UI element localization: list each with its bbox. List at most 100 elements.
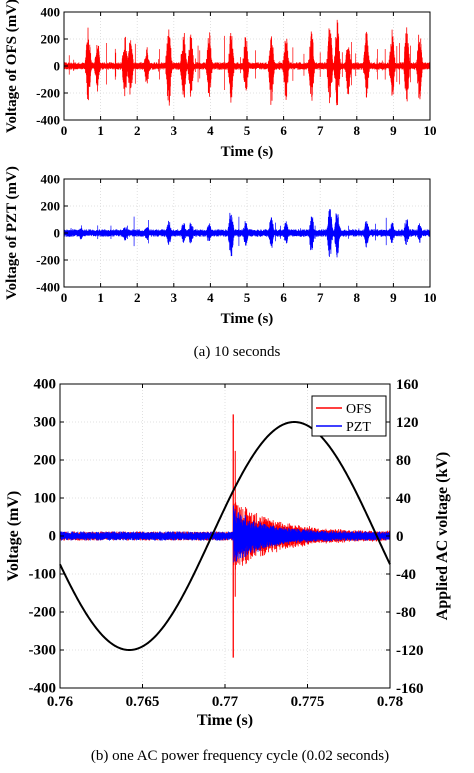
pzt-trace-burst: [242, 221, 252, 246]
x-tick-label: 0.78: [377, 694, 403, 710]
y-tick-label: 0: [49, 529, 57, 545]
y-tick-label: 400: [41, 172, 61, 187]
pzt-trace-burst: [388, 222, 398, 244]
y-tick-label: -400: [36, 113, 60, 128]
x-tick-label: 5: [244, 123, 251, 138]
ofs-trace-burst: [205, 32, 215, 97]
y-axis-label: Voltage of OFS (mV): [4, 0, 20, 133]
ofs-trace-burst: [165, 29, 175, 106]
ofs-trace-burst: [267, 36, 278, 105]
y-tick-label: 200: [41, 32, 61, 47]
x-tick-label: 6: [280, 123, 287, 138]
y-tick-label: 300: [34, 415, 57, 431]
pzt-trace-burst: [205, 223, 215, 242]
y-tick-label: -200: [36, 86, 60, 101]
y2-tick-label: -40: [396, 567, 416, 583]
legend: OFS PZT: [311, 395, 387, 437]
pzt-trace-burst: [121, 227, 131, 241]
y-axis-label: Voltage of PZT (mV): [4, 166, 20, 300]
y-tick-label: 0: [54, 59, 61, 74]
x-tick-label: 10: [424, 123, 437, 138]
pzt-trace-burst: [187, 222, 197, 244]
ac-voltage-trace: [59, 420, 391, 652]
x-axis-label: Time (s): [221, 144, 274, 160]
ofs-trace-burst: [416, 34, 426, 100]
ofs-trace-burst: [344, 47, 354, 95]
y-tick-label: 0: [54, 226, 61, 241]
x-tick-label: 8: [354, 123, 361, 138]
y2-tick-label: 120: [396, 415, 419, 431]
pzt-trace-burst: [362, 221, 373, 248]
x-axis-label: Time (s): [221, 311, 274, 327]
pzt-trace-burst: [333, 213, 343, 258]
x-tick-label: 0: [61, 123, 68, 138]
x-axis-label: Time (s): [197, 712, 253, 729]
y2-tick-label: 80: [396, 453, 411, 469]
ofs-trace-burst: [126, 40, 137, 95]
ofs-trace: [59, 502, 391, 570]
pzt-trace-burst: [416, 223, 426, 243]
x-tick-label: 0: [61, 290, 68, 305]
panel-a: 0 1 2 3 4 5 6 7 8 9 10 400 200 0 -200 -400 Time (s) Volta…: [4, 0, 437, 160]
ofs-trace-burst: [227, 33, 237, 103]
pzt-trace-burst: [227, 212, 237, 257]
y2-axis-label: Applied AC voltage (kV): [434, 452, 451, 620]
y-tick-label: 100: [34, 491, 57, 507]
caption-b: (b) one AC power frequency cycle (0.02 s…: [91, 748, 389, 764]
panel-b: 0 1 2 3 4 5 6 7 8 9 10 400 200 0 -200 -400 Time (s) Volta…: [4, 166, 437, 327]
x-tick-label: 1: [97, 290, 104, 305]
y2-tick-label: -120: [396, 643, 424, 659]
x-tick-label: 2: [134, 123, 141, 138]
ofs-trace-burst: [93, 45, 104, 92]
y2-tick-label: -80: [396, 605, 416, 621]
pzt-trace-burst: [308, 216, 318, 251]
y-tick-label: 200: [34, 453, 57, 469]
y-tick-label: -400: [29, 681, 57, 697]
legend-label-ofs: OFS: [346, 402, 372, 417]
x-tick-label: 6: [280, 290, 287, 305]
x-tick-label: 9: [390, 290, 397, 305]
ofs-trace-burst: [143, 47, 153, 84]
x-tick-label: 10: [424, 290, 437, 305]
pzt-trace-burst: [143, 227, 153, 240]
ofs-trace-burst: [308, 31, 318, 101]
x-tick-label: 3: [171, 290, 178, 305]
x-tick-label: 7: [317, 290, 324, 305]
y-tick-label: -200: [29, 605, 57, 621]
y-tick-label: -400: [36, 280, 60, 295]
x-tick-label: 0.76: [47, 694, 74, 710]
x-tick-label: 1: [97, 123, 104, 138]
ofs-trace-burst: [84, 27, 95, 101]
y-tick-label: 400: [41, 5, 61, 20]
pzt-trace-burst: [165, 220, 175, 245]
y2-tick-label: 0: [396, 529, 404, 545]
x-tick-label: 0.77: [212, 694, 239, 710]
ofs-trace-burst: [362, 31, 373, 98]
y2-tick-label: 40: [396, 491, 411, 507]
y2-tick-label: -160: [396, 681, 424, 697]
x-tick-label: 7: [317, 123, 324, 138]
x-tick-label: 8: [354, 290, 361, 305]
ofs-trace-burst: [242, 37, 252, 91]
y-tick-label: 200: [41, 199, 61, 214]
y-tick-label: -100: [29, 567, 57, 583]
x-tick-label: 9: [390, 123, 397, 138]
y-tick-label: -200: [36, 253, 60, 268]
panel-c: 0.76 0.765 0.77 0.775 0.784003002001000-100-…: [5, 377, 451, 730]
legend-box: [311, 395, 387, 437]
x-tick-label: 3: [171, 123, 178, 138]
ofs-trace-burst: [333, 19, 344, 106]
caption-a: (a) 10 seconds: [194, 344, 281, 360]
x-tick-label: 0.775: [291, 694, 325, 710]
x-tick-label: 4: [207, 290, 214, 305]
y-tick-label: 400: [34, 377, 57, 393]
y-tick-label: -300: [29, 643, 57, 659]
x-tick-label: 4: [207, 123, 214, 138]
x-tick-label: 5: [244, 290, 251, 305]
y-axis-label: Voltage (mV): [5, 491, 22, 582]
pzt-trace: [59, 505, 391, 563]
pzt-trace-burst: [77, 228, 87, 240]
legend-label-pzt: PZT: [346, 420, 371, 435]
ofs-trace-burst: [282, 38, 292, 100]
